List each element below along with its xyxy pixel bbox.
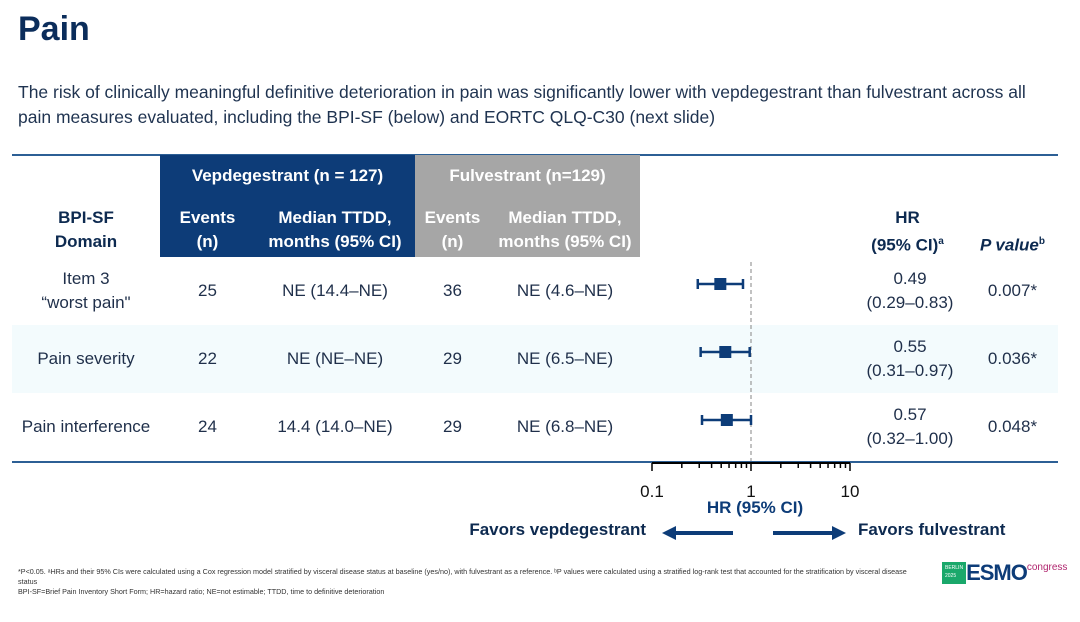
cell-hr: 0.55 (0.31–0.97) <box>855 325 965 393</box>
cell-p: 0.036* <box>965 325 1060 393</box>
cell-text: Item 3 <box>62 269 110 288</box>
cell-fulv-events: 36 <box>415 257 490 325</box>
cell-text: (0.29–0.83) <box>866 293 954 312</box>
cell-p: 0.007* <box>965 257 1060 325</box>
cell-text: 0.57 <box>893 405 927 424</box>
cell-text: 36 <box>443 281 462 300</box>
cell-text: NE (NE–NE) <box>286 349 384 368</box>
hr-point <box>719 346 732 358</box>
cell-fulv-median: NE (4.6–NE) <box>490 257 640 325</box>
hr-point <box>720 414 733 426</box>
cell-domain: Pain interference <box>12 393 160 461</box>
cell-vep-median: NE (NE–NE) <box>255 325 415 393</box>
cell-text: 24 <box>198 417 217 436</box>
x-tick-label: 0.1 <box>640 482 664 501</box>
table-bottom-rule <box>12 461 1058 463</box>
domain-header: BPI-SF Domain <box>54 208 118 251</box>
cell-text: NE (14.4–NE) <box>282 281 388 300</box>
cell-text: 29 <box>443 349 462 368</box>
cell-text: 22 <box>198 349 217 368</box>
cell-fulv-median: NE (6.8–NE) <box>490 393 640 461</box>
cell-text: NE (6.8–NE) <box>516 417 614 436</box>
cell-vep-events: 24 <box>160 393 255 461</box>
fulv-group-header: Fulvestrant (n=129) <box>449 166 606 185</box>
vep-group-header: Vepdegestrant (n = 127) <box>191 166 384 185</box>
favors-fulv-label: Favors fulvestrant <box>858 520 1006 539</box>
page-title: Pain <box>18 10 90 48</box>
favors-vep-label: Favors vepdegestrant <box>469 520 646 539</box>
cell-hr: 0.49 (0.29–0.83) <box>855 257 965 325</box>
forest-plot: 0.1 1 10 <box>640 262 860 540</box>
cell-text: 29 <box>443 417 462 436</box>
hr-header: HR (95% CI)a <box>871 208 944 255</box>
fulv-median-header: Median TTDD, months (95% CI) <box>498 208 632 251</box>
cell-text: Pain severity <box>37 349 135 368</box>
cell-fulv-events: 29 <box>415 325 490 393</box>
hr-point <box>714 278 727 290</box>
cell-text: 0.007* <box>987 281 1038 300</box>
vep-median-header: Median TTDD, months (95% CI) <box>268 208 402 251</box>
cell-domain: Item 3 “worst pain" <box>12 257 160 325</box>
cell-vep-events: 25 <box>160 257 255 325</box>
cell-text: 25 <box>198 281 217 300</box>
esmo-logo: BERLIN 2025 ESMO congress <box>942 562 1067 584</box>
cell-p: 0.048* <box>965 393 1060 461</box>
x-axis-label: HR (95% CI) <box>706 498 804 517</box>
cell-fulv-events: 29 <box>415 393 490 461</box>
cell-text: NE (6.5–NE) <box>516 349 614 368</box>
right-arrow-head <box>832 526 846 540</box>
fulv-events-header: Events (n) <box>424 208 481 251</box>
table-top-rule <box>12 154 1058 156</box>
vep-events-header: Events (n) <box>179 208 236 251</box>
subtitle: The risk of clinically meaningful defini… <box>18 82 1026 127</box>
cell-fulv-median: NE (6.5–NE) <box>490 325 640 393</box>
cell-text: 14.4 (14.0–NE) <box>277 417 393 436</box>
fulv-header-band <box>415 155 640 257</box>
cell-vep-median: 14.4 (14.0–NE) <box>255 393 415 461</box>
left-arrow-head <box>662 526 676 540</box>
footnotes: *P<0.05. ᵃHRs and their 95% CIs were cal… <box>18 567 907 596</box>
cell-text: (0.31–0.97) <box>866 361 954 380</box>
cell-hr: 0.57 (0.32–1.00) <box>855 393 965 461</box>
cell-text: 0.49 <box>893 269 927 288</box>
cell-text: 0.55 <box>893 337 927 356</box>
x-tick-label: 1 <box>746 482 755 501</box>
p-header: P valueb <box>979 235 1045 255</box>
cell-text: “worst pain" <box>41 293 131 312</box>
cell-vep-events: 22 <box>160 325 255 393</box>
cell-vep-median: NE (14.4–NE) <box>255 257 415 325</box>
cell-domain: Pain severity <box>12 325 160 393</box>
x-tick-label: 10 <box>841 482 860 501</box>
cell-text: (0.32–1.00) <box>866 429 954 448</box>
cell-text: Pain interference <box>21 417 151 436</box>
vep-header-band <box>160 155 415 257</box>
cell-text: 0.048* <box>987 417 1038 436</box>
cell-text: NE (4.6–NE) <box>516 281 614 300</box>
cell-text: 0.036* <box>987 349 1038 368</box>
row-shade <box>12 325 1058 393</box>
